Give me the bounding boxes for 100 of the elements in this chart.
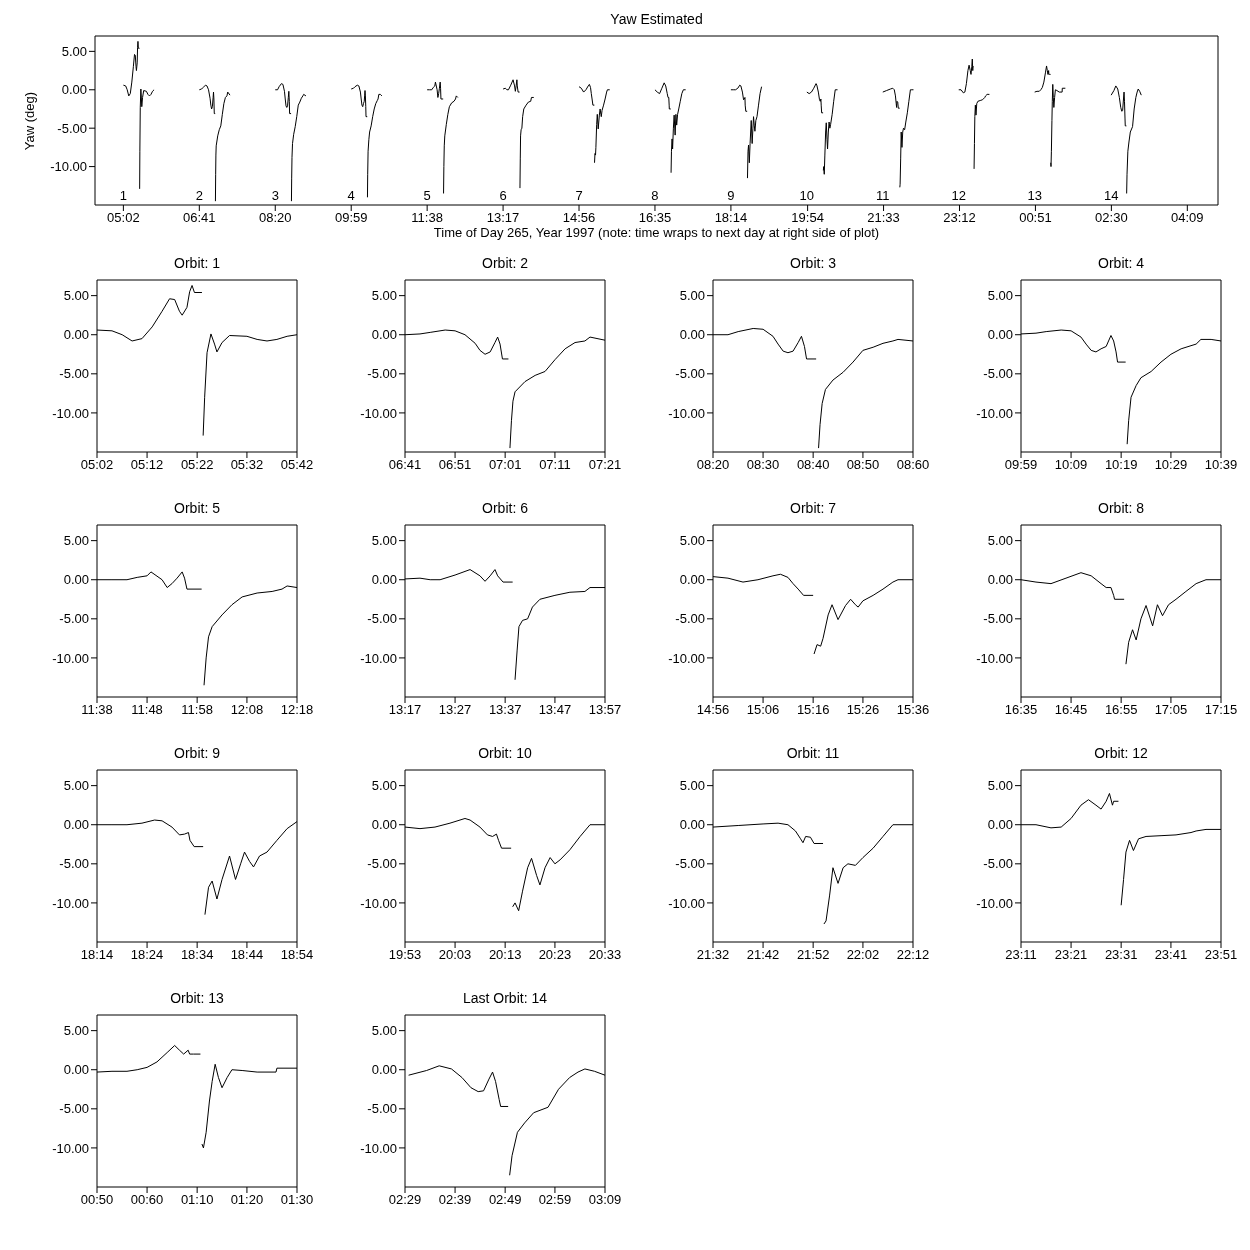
annotation: 11 — [876, 188, 890, 203]
y-tick-label: 0.00 — [371, 817, 397, 833]
x-tick-label: 13:17 — [486, 210, 520, 226]
x-tick-label: 15:16 — [796, 702, 830, 718]
y-tick-label: -5.00 — [59, 611, 89, 627]
x-tick-label: 08:20 — [696, 457, 730, 473]
y-tick-label: -10.00 — [360, 895, 397, 911]
x-tick-label: 14:56 — [562, 210, 596, 226]
x-tick-label: 07:11 — [539, 457, 571, 473]
y-tick-label: -10.00 — [50, 159, 87, 175]
x-tick-label: 02:30 — [1095, 210, 1128, 226]
x-tick-label: 13:17 — [388, 702, 422, 718]
x-tick-label: 08:30 — [746, 457, 780, 473]
y-tick-label: 5.00 — [61, 43, 87, 59]
y-tick-label: 5.00 — [679, 778, 705, 794]
x-tick-label: 08:20 — [258, 210, 292, 226]
y-tick-label: -10.00 — [976, 650, 1013, 666]
y-tick-label: 5.00 — [679, 533, 705, 549]
y-tick-label: -10.00 — [360, 650, 397, 666]
x-tick-label: 11:38 — [411, 210, 443, 226]
x-tick-label: 09:59 — [334, 210, 368, 226]
x-tick-label: 15:36 — [896, 702, 930, 718]
x-tick-label: 02:49 — [488, 1192, 522, 1208]
annotation: 13 — [1027, 188, 1042, 203]
y-tick-label: 0.00 — [371, 572, 397, 588]
x-tick-label: 07:21 — [588, 457, 622, 473]
x-tick-label: 06:41 — [388, 457, 422, 473]
chart-title: Orbit: 1 — [173, 255, 221, 271]
y-tick-label: 5.00 — [63, 533, 89, 549]
x-tick-label: 11:58 — [181, 702, 213, 718]
y-tick-label: -5.00 — [675, 856, 705, 872]
x-tick-label: 07:01 — [488, 457, 522, 473]
chart-title: Orbit: 8 — [1097, 500, 1145, 516]
x-tick-label: 23:51 — [1204, 947, 1238, 963]
x-tick-label: 14:56 — [696, 702, 730, 718]
chart-title: Orbit: 11 — [785, 745, 841, 761]
x-tick-label: 01:20 — [230, 1192, 264, 1208]
y-tick-label: -5.00 — [367, 1101, 397, 1117]
y-tick-label: -10.00 — [360, 1140, 397, 1156]
x-tick-label: 02:59 — [538, 1192, 572, 1208]
x-tick-label: 18:24 — [130, 947, 164, 963]
y-tick-label: -10.00 — [976, 405, 1013, 421]
x-tick-label: 05:22 — [180, 457, 214, 473]
x-tick-label: 21:32 — [696, 947, 730, 963]
chart-title: Last Orbit: 14 — [461, 990, 548, 1006]
x-tick-label: 16:45 — [1054, 702, 1088, 718]
y-tick-label: -5.00 — [675, 366, 705, 382]
x-tick-label: 23:31 — [1104, 947, 1138, 963]
chart-title: Orbit: 6 — [481, 500, 529, 516]
x-tick-label: 13:57 — [588, 702, 622, 718]
x-tick-label: 18:54 — [280, 947, 314, 963]
x-tick-label: 18:44 — [230, 947, 264, 963]
annotation: 5 — [423, 188, 431, 203]
x-tick-label: 20:23 — [538, 947, 572, 963]
x-tick-label: 23:12 — [943, 210, 976, 226]
x-tick-label: 05:32 — [230, 457, 264, 473]
x-tick-label: 22:12 — [896, 947, 930, 963]
y-tick-label: -5.00 — [983, 611, 1013, 627]
x-tick-label: 03:09 — [588, 1192, 622, 1208]
x-tick-label: 18:34 — [180, 947, 214, 963]
x-tick-label: 10:19 — [1104, 457, 1138, 473]
x-tick-label: 11:48 — [131, 702, 163, 718]
x-tick-label: 23:41 — [1154, 947, 1188, 963]
y-tick-label: -5.00 — [983, 366, 1013, 382]
x-tick-label: 17:15 — [1204, 702, 1238, 718]
x-tick-label: 18:14 — [80, 947, 114, 963]
y-tick-label: -10.00 — [52, 1140, 89, 1156]
x-axis-title: Time of Day 265, Year 1997 (note: time wraps to next day at right side of plot) — [432, 225, 881, 240]
annotation: 8 — [651, 188, 659, 203]
y-tick-label: 5.00 — [63, 1023, 89, 1039]
y-tick-label: -5.00 — [367, 611, 397, 627]
annotation: 3 — [271, 188, 279, 203]
annotation: 9 — [727, 188, 735, 203]
chart-title: Orbit: 10 — [477, 745, 533, 761]
annotation: 10 — [799, 188, 815, 203]
x-tick-label: 02:29 — [388, 1192, 422, 1208]
x-tick-label: 16:35 — [1004, 702, 1038, 718]
x-tick-label: 16:35 — [638, 210, 672, 226]
y-tick-label: 0.00 — [63, 327, 89, 343]
x-tick-label: 00:51 — [1019, 210, 1052, 226]
x-tick-label: 21:42 — [746, 947, 780, 963]
x-tick-label: 10:39 — [1204, 457, 1238, 473]
chart-title: Yaw Estimated — [609, 11, 704, 27]
chart-title: Orbit: 12 — [1093, 745, 1149, 761]
chart-title: Orbit: 9 — [173, 745, 221, 761]
y-tick-label: 0.00 — [63, 817, 89, 833]
x-tick-label: 16:55 — [1104, 702, 1138, 718]
chart-title: Orbit: 2 — [481, 255, 529, 271]
y-tick-label: -10.00 — [668, 895, 705, 911]
y-tick-label: -5.00 — [675, 611, 705, 627]
x-tick-label: 08:50 — [846, 457, 880, 473]
y-tick-label: -5.00 — [367, 366, 397, 382]
x-tick-label: 15:06 — [746, 702, 780, 718]
y-tick-label: -10.00 — [668, 650, 705, 666]
x-tick-label: 10:29 — [1154, 457, 1188, 473]
y-tick-label: 5.00 — [371, 288, 397, 304]
x-tick-label: 19:54 — [791, 210, 824, 226]
y-tick-label: 5.00 — [63, 778, 89, 794]
y-tick-label: 5.00 — [371, 1023, 397, 1039]
annotation: 4 — [347, 188, 355, 203]
